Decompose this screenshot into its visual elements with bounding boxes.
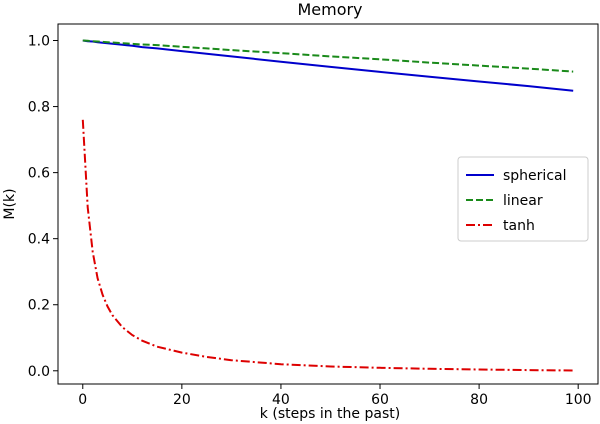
legend-label-linear: linear bbox=[503, 193, 543, 209]
legend-label-spherical: spherical bbox=[503, 168, 566, 184]
x-axis-label: k (steps in the past) bbox=[260, 406, 400, 422]
x-tick-label-20: 20 bbox=[173, 392, 191, 408]
y-tick-label-1.0: 1.0 bbox=[28, 34, 50, 50]
chart-title: Memory bbox=[297, 0, 362, 19]
x-tick-label-40: 40 bbox=[272, 392, 290, 408]
y-tick-label-0.6: 0.6 bbox=[28, 166, 50, 182]
x-tick-label-0: 0 bbox=[78, 392, 87, 408]
x-tick-label-100: 100 bbox=[565, 392, 592, 408]
y-tick-label-0.2: 0.2 bbox=[28, 298, 50, 314]
series-line-spherical bbox=[82, 39, 574, 92]
y-tick-label-0.8: 0.8 bbox=[28, 100, 50, 116]
y-tick-label-0.4: 0.4 bbox=[28, 232, 50, 248]
y-axis-label: M(k) bbox=[2, 188, 18, 219]
plot-frame bbox=[57, 23, 599, 385]
x-tick-label-60: 60 bbox=[371, 392, 389, 408]
x-tick-label-80: 80 bbox=[470, 392, 488, 408]
series-line-linear bbox=[82, 39, 574, 73]
series-line-tanh bbox=[81, 119, 574, 372]
legend: spherical linear tanh bbox=[457, 156, 589, 242]
legend-box bbox=[457, 156, 589, 242]
legend-label-tanh: tanh bbox=[503, 218, 535, 234]
y-tick-label-0.0: 0.0 bbox=[28, 364, 50, 380]
